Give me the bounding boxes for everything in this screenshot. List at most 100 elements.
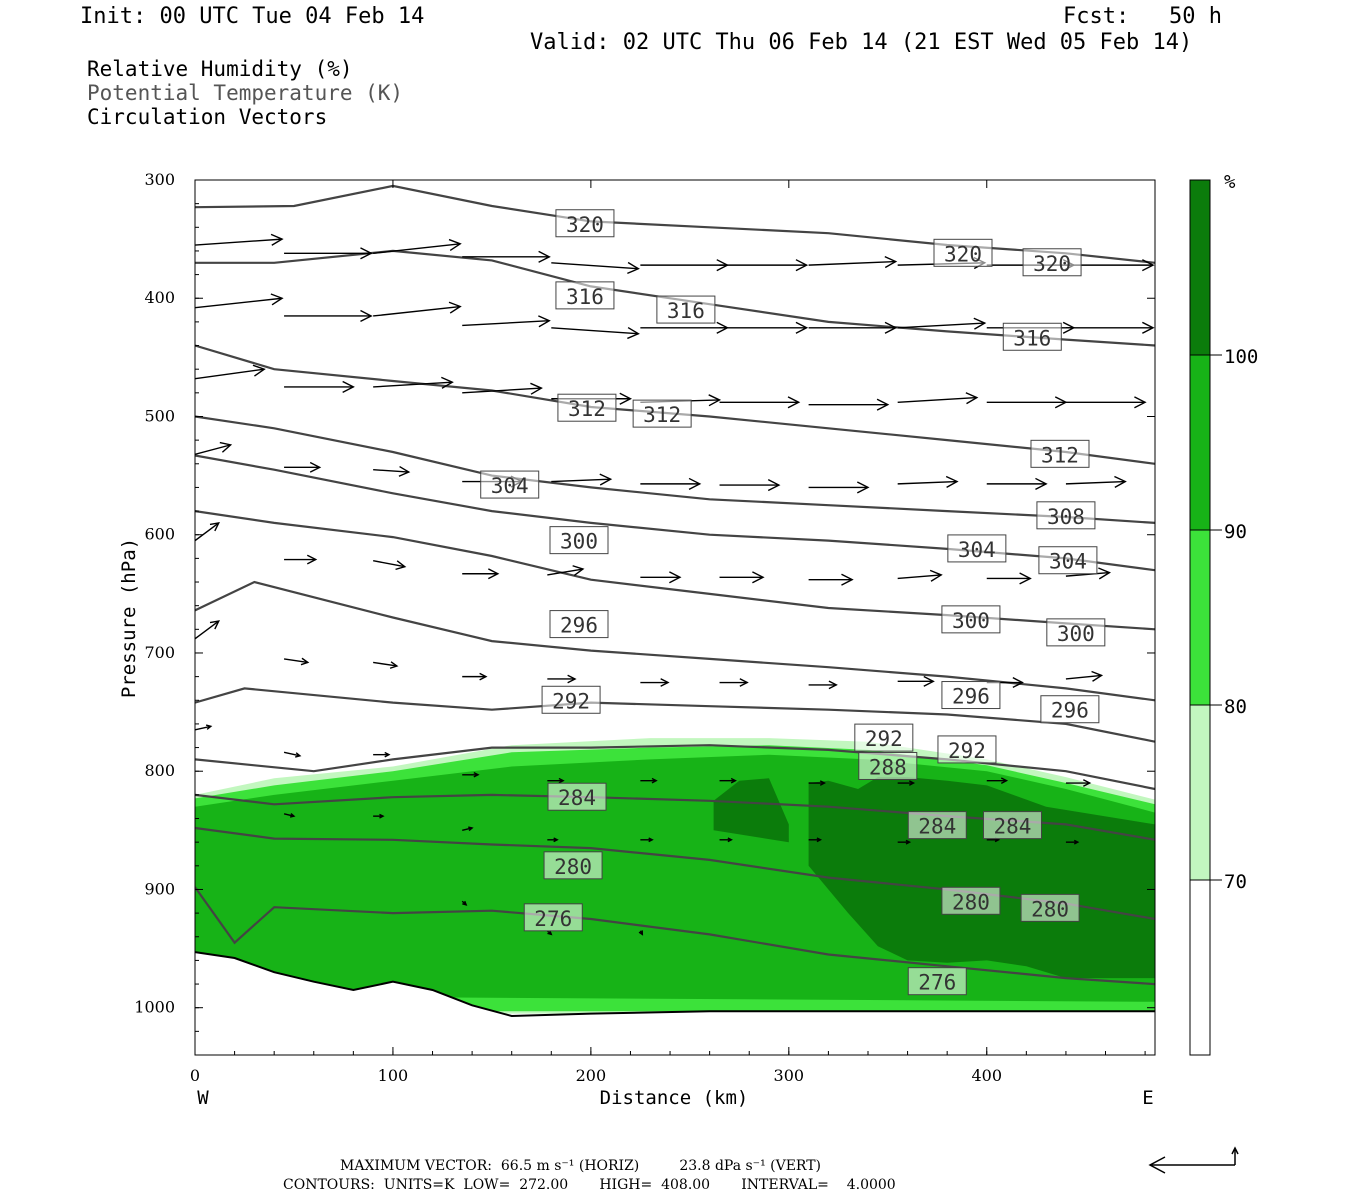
vector-arrow (640, 837, 654, 843)
vector-arrow (1065, 839, 1080, 845)
contour-label-box (549, 526, 609, 555)
vector-head (660, 678, 670, 687)
vector-shaft (373, 560, 405, 568)
contour-label-284: 284 (547, 782, 607, 811)
contour-label-box (1038, 546, 1098, 575)
contour-label-box (549, 610, 609, 639)
contour-label-text: 284 (918, 815, 956, 839)
vector-arrow (373, 751, 391, 758)
y-tick-label: 1000 (134, 998, 175, 1017)
vector-arrow (547, 777, 565, 784)
vector-arrow (373, 301, 462, 317)
vector-shaft (462, 827, 473, 832)
vector-head (884, 255, 898, 269)
contour-label-box (1020, 893, 1080, 922)
colorbar-level-label: 90 (1224, 521, 1247, 543)
vector-shaft (547, 568, 584, 576)
vector-arrow (461, 900, 468, 906)
contour-label-box (541, 685, 601, 714)
vector-head (619, 392, 633, 405)
contour-label-box (1040, 695, 1100, 724)
contour-label-box (543, 851, 603, 880)
contour-label-320: 320 (555, 209, 615, 238)
theta-contour-292 (195, 687, 1155, 743)
vector-arrow (195, 441, 233, 456)
colorbar-unit: % (1224, 171, 1236, 193)
contour-label-text: 280 (952, 890, 990, 914)
vector-head (1000, 777, 1009, 784)
vector-head (289, 813, 296, 818)
vector-arrow (195, 620, 220, 640)
vector-arrow (897, 475, 959, 488)
vector-head (1073, 839, 1080, 845)
contour-label-296: 296 (941, 681, 1001, 710)
vector-head (473, 771, 480, 778)
vector-head (488, 568, 500, 580)
vector-head (209, 521, 220, 532)
vector-head (767, 478, 781, 492)
vector-head (884, 321, 898, 334)
contour-label-text: 280 (554, 855, 592, 879)
vector-arrow (719, 321, 809, 334)
vector-head (252, 364, 266, 377)
vector-arrow (719, 259, 809, 272)
contour-label-296: 296 (549, 610, 609, 639)
theta-contour-320 (195, 184, 1155, 264)
vector-arrow (986, 396, 1068, 409)
colorbar-segment (1190, 705, 1210, 880)
vector-head (651, 777, 658, 784)
contour-label-304: 304 (1038, 546, 1098, 575)
vector-head (538, 315, 551, 328)
terrain-fill (195, 952, 1155, 1055)
contour-label-288: 288 (858, 751, 918, 780)
vector-shaft (373, 468, 409, 473)
vector-head (360, 309, 373, 323)
contour-label-box (1046, 618, 1106, 647)
x-end-left: W (197, 1087, 209, 1109)
contour-label-text: 292 (948, 739, 986, 763)
contour-label-box (656, 295, 716, 324)
vector-arrow (640, 321, 729, 334)
vector-head (441, 376, 454, 389)
contour-label-284: 284 (982, 811, 1042, 840)
vector-head (379, 813, 385, 819)
contour-label-box (933, 238, 993, 267)
vector-shaft (195, 297, 283, 309)
footer-contours: CONTOURS: UNITS=K LOW= 272.00 HIGH= 408.… (283, 1177, 896, 1193)
contour-label-text: 304 (1049, 550, 1087, 574)
vector-arrow (897, 569, 943, 582)
field-vectors-title: Circulation Vectors (87, 105, 328, 129)
init-time: Init: 00 UTC Tue 04 Feb 14 (80, 4, 425, 29)
vector-head (448, 301, 462, 314)
y-tick-label: 500 (144, 406, 175, 425)
vector-arrow (284, 247, 373, 260)
rh-shading (195, 738, 1155, 1014)
y-tick-label: 400 (144, 288, 175, 307)
contour-label-text: 308 (1047, 505, 1085, 529)
vector-arrow (547, 565, 585, 577)
vector-shaft (1065, 480, 1126, 485)
vector-arrow (546, 930, 553, 936)
vector-arrow (640, 571, 682, 584)
vector-head (841, 573, 854, 586)
rh-region-100plus (808, 777, 1155, 979)
colorbar-segment (1190, 880, 1210, 1055)
vector-head (908, 780, 916, 786)
vector-arrow (195, 521, 220, 542)
vector-head (479, 672, 488, 681)
contour-label-320: 320 (933, 238, 993, 267)
vector-shaft (283, 751, 301, 757)
colorbar-segment (1190, 530, 1210, 705)
vector-arrow (284, 309, 373, 323)
contour-label-text: 316 (566, 285, 604, 309)
vector-shaft (462, 387, 542, 394)
y-tick-label: 300 (144, 170, 175, 189)
contour-label-box (1030, 439, 1090, 468)
contour-label-text: 284 (558, 786, 596, 810)
vector-arrow (1065, 670, 1104, 682)
vector-shaft (373, 381, 453, 388)
footer-max-vector: MAXIMUM VECTOR: 66.5 m s⁻¹ (HORIZ) 23.8 … (340, 1158, 822, 1174)
colorbar-level-label: 80 (1224, 696, 1247, 718)
vector-arrow (640, 259, 729, 272)
vector-shaft (897, 574, 942, 580)
